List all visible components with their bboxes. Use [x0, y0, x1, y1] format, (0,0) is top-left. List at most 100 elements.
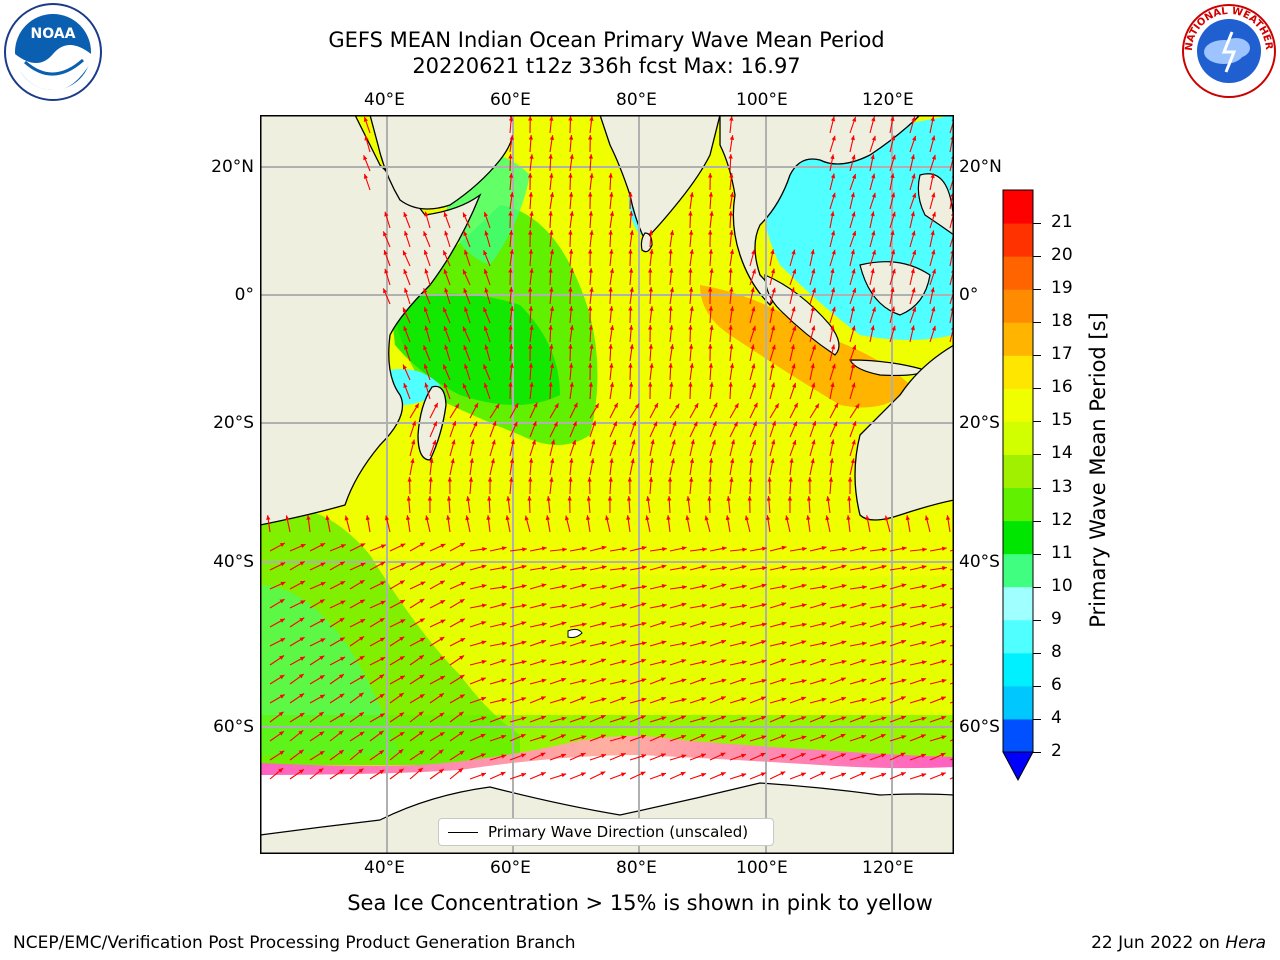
- wave-arrow-head: [481, 716, 487, 721]
- wave-arrow-head: [509, 458, 515, 463]
- wave-arrow-head: [621, 716, 627, 721]
- lat-label-left-20n: 20°N: [211, 157, 254, 177]
- wave-arrow-head: [741, 677, 747, 682]
- wave-arrow-head: [761, 546, 767, 551]
- wave-arrow-head: [486, 515, 491, 520]
- wave-arrow-head: [418, 655, 424, 660]
- wave-arrow-head: [871, 249, 876, 255]
- wave-arrow-head: [871, 230, 876, 236]
- colorbar-tick-label: 16: [1051, 377, 1073, 398]
- wave-arrow-head: [648, 344, 654, 349]
- wave-arrow-head: [741, 660, 747, 665]
- colorbar-tick-label: 17: [1051, 344, 1073, 365]
- wave-arrow-head: [459, 542, 465, 547]
- wave-arrow-head: [730, 439, 736, 445]
- wave-arrow-head: [521, 716, 527, 721]
- lon-label-top-120e: 120°E: [862, 90, 914, 110]
- wave-arrow-head: [548, 382, 553, 387]
- wave-arrow-head: [791, 306, 796, 312]
- wave-arrow-head: [568, 344, 573, 349]
- wave-arrow-head: [833, 402, 838, 408]
- wave-arrow-head: [505, 515, 510, 521]
- wave-arrow-head: [747, 496, 752, 501]
- wave-arrow-head: [423, 306, 428, 312]
- wave-arrow-head: [669, 325, 674, 330]
- wave-arrow-head: [751, 325, 756, 331]
- wave-arrow-head: [862, 585, 867, 590]
- wave-arrow-head: [528, 287, 533, 292]
- wave-arrow-head: [360, 562, 366, 567]
- wave-arrow-head: [299, 769, 304, 774]
- wave-arrow-head: [720, 752, 726, 757]
- colorbar-tick-label: 20: [1051, 245, 1073, 266]
- wave-arrow-head: [403, 212, 408, 218]
- wave-arrow-head: [527, 496, 532, 501]
- colorbar-swatch: [1003, 454, 1033, 489]
- wave-arrow-head: [685, 515, 690, 521]
- wave-arrow-head: [564, 515, 570, 521]
- wave-arrow-head: [601, 602, 607, 607]
- wave-arrow-head: [620, 753, 626, 758]
- wave-arrow-head: [464, 306, 469, 312]
- wave-arrow-head: [379, 618, 385, 623]
- wave-arrow-head: [742, 547, 747, 552]
- wave-arrow-head: [508, 344, 514, 349]
- wave-arrow-head: [721, 639, 727, 644]
- wave-arrow-head: [712, 421, 717, 427]
- wave-arrow-head: [621, 622, 627, 627]
- wave-arrow-head: [549, 116, 554, 121]
- wave-arrow-head: [890, 306, 896, 312]
- wave-arrow-head: [689, 306, 694, 311]
- wave-arrow-head: [661, 603, 667, 608]
- wave-arrow-head: [359, 712, 364, 717]
- wave-arrow-head: [481, 584, 487, 589]
- wave-arrow-head: [728, 154, 733, 159]
- wave-arrow-head: [814, 403, 819, 409]
- wave-arrow-head: [379, 713, 385, 718]
- wave-arrow-head: [621, 679, 627, 684]
- wave-arrow-head: [792, 421, 797, 427]
- wave-arrow-head: [609, 192, 614, 197]
- wave-arrow-head: [741, 603, 747, 609]
- wave-arrow-head: [541, 622, 547, 627]
- colorbar-tick-label: 8: [1051, 641, 1062, 662]
- wave-arrow-head: [540, 772, 546, 777]
- wave-arrow-head: [806, 496, 812, 501]
- wave-arrow-head: [439, 636, 445, 642]
- wave-arrow-head: [325, 515, 330, 521]
- wave-arrow-head: [520, 753, 526, 758]
- wave-arrow-head: [748, 477, 753, 482]
- colorbar-swatch: [1003, 718, 1033, 753]
- wave-arrow-head: [319, 599, 325, 604]
- wave-arrow-head: [646, 496, 651, 501]
- wave-arrow-head: [641, 697, 647, 702]
- wave-arrow-head: [688, 382, 693, 387]
- wave-arrow-head: [828, 477, 834, 482]
- wave-arrow-head: [279, 618, 285, 623]
- wave-arrow-head: [406, 496, 412, 501]
- wave-arrow-head: [411, 420, 416, 426]
- wave-arrow-head: [629, 230, 634, 235]
- wave-arrow-head: [404, 230, 409, 236]
- wave-arrow-head: [621, 659, 627, 664]
- wave-arrow-head: [440, 543, 446, 548]
- wave-arrow-head: [469, 458, 474, 463]
- wave-arrow-head: [770, 382, 776, 388]
- wave-arrow-head: [641, 734, 646, 739]
- wave-arrow-head: [681, 678, 687, 683]
- wave-arrow-head: [750, 287, 755, 293]
- wave-arrow-head: [861, 622, 867, 627]
- wave-arrow-head: [568, 363, 574, 368]
- colorbar-tick-label: 14: [1051, 443, 1073, 464]
- wave-arrow-head: [846, 515, 851, 520]
- wave-arrow-head: [338, 750, 344, 755]
- wave-arrow-head: [861, 697, 867, 703]
- wave-arrow-head: [841, 716, 847, 721]
- wave-arrow-head: [433, 402, 438, 408]
- wave-arrow-head: [541, 678, 547, 683]
- wave-arrow-head: [439, 580, 445, 585]
- wave-arrow-head: [660, 733, 666, 738]
- wave-arrow-head: [482, 547, 487, 552]
- wave-arrow-head: [443, 383, 448, 388]
- wave-arrow-head: [661, 584, 667, 589]
